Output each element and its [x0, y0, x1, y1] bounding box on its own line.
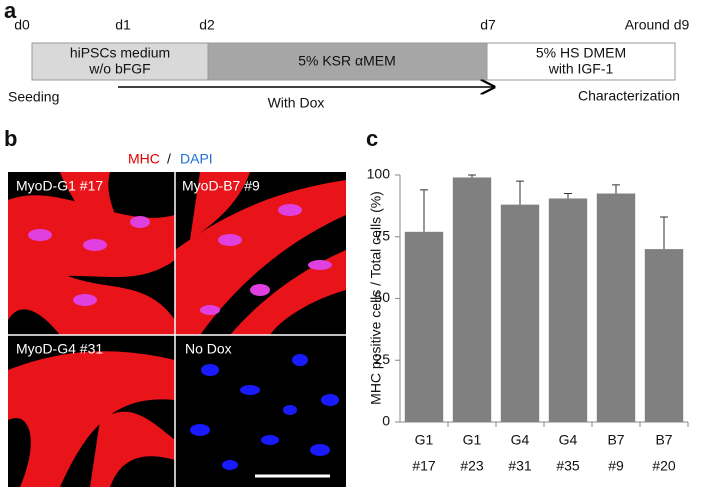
- error-bar: [468, 174, 476, 178]
- x-tick-label: B7: [607, 432, 624, 448]
- y-axis-label: MHC positive cells / Total cells (%): [368, 191, 384, 405]
- start-label: Seeding: [8, 89, 59, 105]
- stage-text: w/o bFGF: [88, 61, 150, 77]
- day-label: d1: [115, 17, 131, 33]
- y-tick-label: 25: [374, 351, 390, 367]
- bar-chart: c MHC positive cells / Total cells (%) 0…: [366, 126, 689, 474]
- x-tick-label: G4: [559, 432, 578, 448]
- y-tick-label: 100: [367, 166, 391, 182]
- error-bar: [660, 216, 668, 250]
- panel-label: c: [366, 126, 378, 151]
- stage-box: [486, 42, 676, 81]
- day-label: d7: [480, 17, 496, 33]
- bar: [644, 249, 684, 422]
- bar: [548, 198, 588, 422]
- x-tick-label: G4: [511, 432, 530, 448]
- image-label: MyoD-G4 #31: [16, 341, 103, 357]
- arrow-label: With Dox: [268, 95, 325, 111]
- error-bar: [420, 189, 428, 232]
- nuclei-merged: [28, 204, 332, 315]
- x-tick-label: #17: [412, 458, 436, 474]
- x-tick-label: #35: [556, 458, 580, 474]
- mhc-signal: [8, 172, 346, 487]
- stage-text: 5% HS DMEM: [536, 45, 626, 61]
- image-label: No Dox: [185, 341, 232, 357]
- x-tick-label: #9: [608, 458, 624, 474]
- x-tick-label: #23: [460, 458, 484, 474]
- end-label: Characterization: [578, 88, 680, 104]
- x-tick-label: #20: [652, 458, 676, 474]
- stain-label: MHC: [128, 151, 160, 167]
- x-tick-label: G1: [463, 432, 482, 448]
- nuclei-dapi: [190, 354, 339, 470]
- panel-label: b: [4, 126, 17, 151]
- error-bar: [564, 193, 572, 199]
- panel-label: a: [4, 0, 17, 23]
- x-tick-label: #31: [508, 458, 532, 474]
- error-bar: [516, 180, 524, 205]
- image-label: MyoD-B7 #9: [182, 178, 260, 194]
- stage-text: 5% KSR αMEM: [298, 53, 396, 69]
- y-tick-label: 50: [374, 289, 390, 305]
- y-tick-label: 75: [374, 227, 390, 243]
- day-label: d0: [14, 17, 30, 33]
- micrographs: [8, 172, 346, 487]
- x-tick-label: B7: [655, 432, 672, 448]
- stage-box: [207, 42, 488, 81]
- bar: [452, 177, 492, 422]
- y-tick-label: 0: [382, 413, 390, 429]
- x-tick-label: G1: [415, 432, 434, 448]
- bar: [500, 204, 540, 422]
- stage-text: with IGF-1: [548, 61, 614, 77]
- error-bar: [612, 184, 620, 194]
- day-label: d2: [199, 17, 215, 33]
- bar: [596, 193, 636, 422]
- stain-label: DAPI: [180, 151, 213, 167]
- image-label: MyoD-G1 #17: [16, 178, 103, 194]
- day-label: Around d9: [625, 17, 690, 33]
- stain-separator: /: [167, 151, 171, 167]
- stage-text: hiPSCs medium: [70, 45, 170, 61]
- bar: [404, 231, 444, 422]
